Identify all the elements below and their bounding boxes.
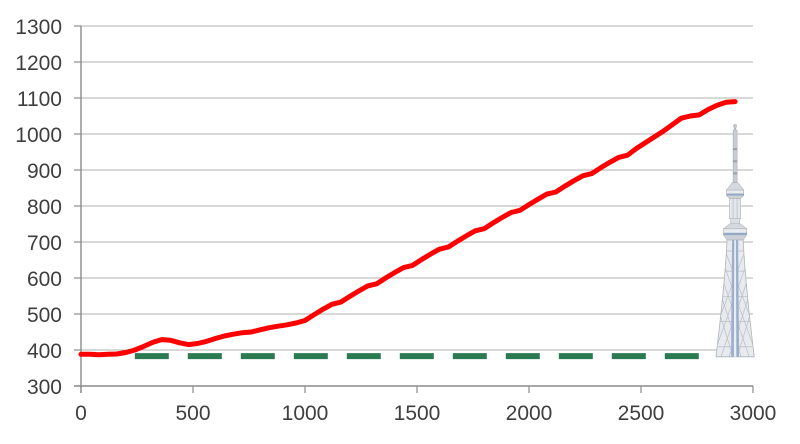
skytree-lower-deck	[722, 223, 748, 241]
y-axis-tick-label: 500	[27, 304, 62, 327]
y-axis-tick-label: 900	[27, 160, 62, 183]
x-axis-tick-label: 0	[75, 402, 87, 425]
series-rising-red-line	[78, 99, 738, 358]
x-axis-tick-label: 3000	[730, 402, 777, 425]
y-axis-tick-label: 300	[27, 376, 62, 399]
skytree-upper-deck	[725, 182, 745, 199]
y-axis-tick-label: 800	[27, 196, 62, 219]
x-axis-tick-label: 1000	[282, 402, 329, 425]
y-axis-tick-label: 400	[27, 340, 62, 363]
y-axis-tick-label: 600	[27, 268, 62, 291]
y-axis-tick-label: 1100	[17, 88, 62, 111]
skytree-mid-shaft	[729, 198, 741, 224]
y-axis-tick-label: 1300	[15, 16, 62, 39]
x-axis-tick-label: 500	[175, 402, 210, 425]
skytree-antenna	[732, 123, 738, 183]
y-axis-tick-label: 1200	[15, 52, 62, 75]
chart-generated-content: 300 400 500 600 700 800 900 1000 1100 1200 1300 0 50…	[15, 16, 776, 425]
y-axis-tick-label: 700	[27, 232, 62, 255]
y-axis-tick-label: 1000	[15, 124, 62, 147]
x-axis-tick-label: 2000	[506, 402, 553, 425]
tokyo-skytree-illustration	[715, 123, 755, 358]
skytree-body	[715, 239, 755, 358]
x-axis-tick-label: 2500	[618, 402, 665, 425]
x-axis-tick-label: 1500	[394, 402, 441, 425]
